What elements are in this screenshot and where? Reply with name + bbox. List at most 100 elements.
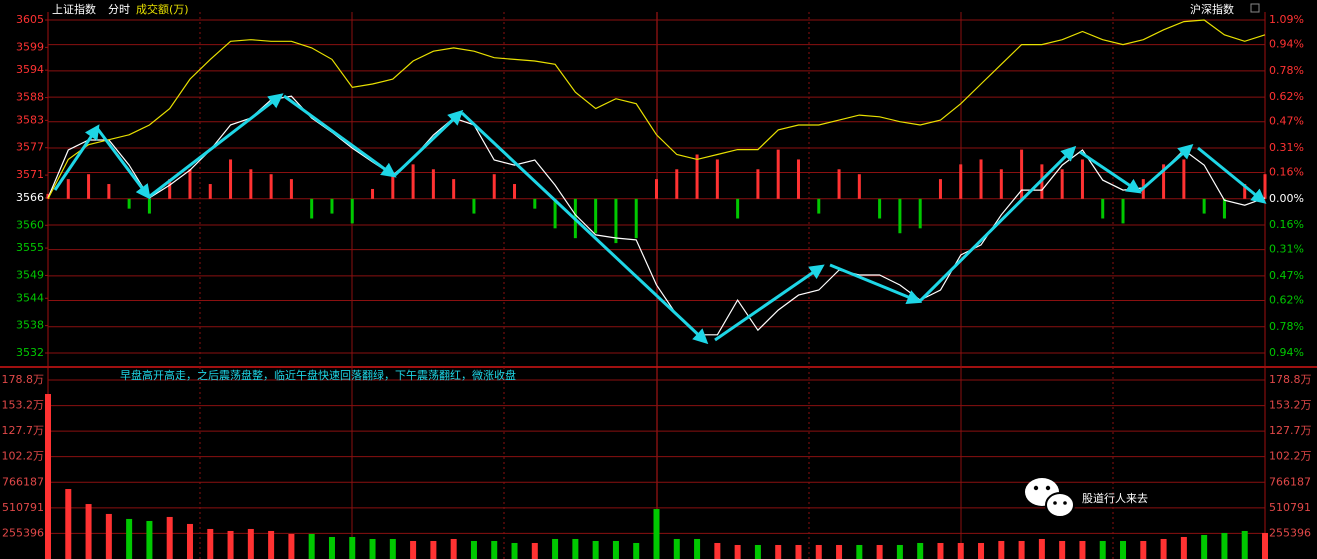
volume-bar — [1180, 536, 1187, 559]
volume-bar — [126, 518, 133, 559]
y2-tick-label: 0.16% — [1269, 166, 1304, 179]
y-tick-label-right: 102.2万 — [1269, 450, 1312, 463]
volume-bar — [450, 538, 457, 559]
watermark: 股道行人来去 — [1082, 491, 1148, 505]
indicator-bar — [46, 193, 50, 199]
indicator-bar — [330, 198, 334, 214]
y-tick-label: 3566 — [16, 191, 44, 204]
volume-bar — [491, 540, 498, 559]
y2-tick-label: 0.47% — [1269, 269, 1304, 282]
indicator-bar — [107, 184, 111, 199]
y-tick-label-right: 255396 — [1269, 526, 1311, 539]
indicator-bar — [1121, 198, 1125, 224]
y-tick-label: 3571 — [16, 168, 44, 181]
volume-bar — [1059, 540, 1066, 559]
indicator-bar — [1222, 198, 1226, 219]
y-tick-label: 178.8万 — [2, 373, 45, 386]
price-line — [47, 19, 1266, 200]
y2-tick-label: 0.62% — [1269, 90, 1304, 103]
y-tick-label: 3532 — [16, 346, 44, 359]
indicator-bar — [87, 174, 91, 199]
volume-bar — [328, 536, 335, 559]
y2-tick-label: 0.62% — [1269, 294, 1304, 307]
indicator-bar — [208, 184, 212, 199]
indicator-bar — [350, 198, 354, 224]
indicator-bar — [371, 188, 375, 199]
y-tick-label: 3538 — [16, 319, 44, 332]
y-tick-label: 766187 — [2, 475, 44, 488]
indicator-bar — [188, 169, 192, 199]
indicator-bar — [1060, 169, 1064, 199]
volume-bar — [653, 509, 660, 559]
volume-bar — [572, 538, 579, 559]
mode: 分时 — [108, 3, 130, 16]
y-tick-label: 3555 — [16, 241, 44, 254]
indicator-bar — [1243, 184, 1247, 199]
volume-bar — [978, 542, 985, 559]
indicator-bar — [66, 179, 70, 199]
volume-bar — [146, 520, 153, 559]
indicator-bar — [411, 164, 415, 199]
indicator-bar — [857, 174, 861, 199]
volume-bar — [998, 540, 1005, 559]
volume-bar — [673, 538, 680, 559]
volume-bar — [836, 544, 843, 559]
indicator-bar — [938, 179, 942, 199]
y-tick-label: 3577 — [16, 141, 44, 154]
indicator: 成交额(万) — [136, 2, 189, 16]
indicator-bar — [1162, 164, 1166, 199]
right-index: 沪深指数 — [1190, 2, 1234, 16]
trend-arrows — [53, 93, 1267, 345]
y-tick-label: 3560 — [16, 218, 44, 231]
y2-tick-label: 0.94% — [1269, 346, 1304, 359]
volume-bar — [369, 538, 376, 559]
y2-tick-label: 0.31% — [1269, 243, 1304, 256]
indicator-bar — [979, 159, 983, 199]
volume-bar — [227, 530, 234, 559]
indicator-bar — [918, 198, 922, 229]
indicator-bar — [614, 198, 618, 244]
indicator-bar — [655, 179, 658, 199]
y-tick-label: 3594 — [16, 63, 44, 76]
y2-tick-label: 0.78% — [1269, 64, 1304, 77]
volume-bar — [1099, 540, 1106, 559]
indicator-bar — [553, 198, 557, 229]
indicator-bar — [269, 174, 273, 199]
indicator-bar — [756, 169, 760, 199]
indicator-bar — [310, 198, 314, 219]
indicator-bar — [1182, 159, 1186, 199]
y-tick-label: 127.7万 — [2, 424, 45, 437]
volume-bar — [1221, 532, 1228, 559]
volume-bar — [186, 523, 193, 559]
volume-bar — [1160, 538, 1167, 559]
volume-bar — [1120, 540, 1127, 559]
y-tick-label: 3549 — [16, 268, 44, 281]
volume-bar — [85, 504, 92, 559]
annotation: 早盘高开高走，之后震荡盘整，临近午盘快速回落翻绿，下午震荡翻红，微涨收盘 — [120, 368, 516, 382]
indicator-bar — [898, 198, 902, 234]
volume-bar — [531, 542, 538, 559]
volume-bar — [349, 536, 356, 559]
indicator-bar — [1080, 159, 1084, 199]
indicator-bar — [229, 159, 233, 199]
y2-tick-label: 0.94% — [1269, 38, 1304, 51]
y2-tick-label: 0.78% — [1269, 320, 1304, 333]
indicator-bar — [452, 179, 456, 199]
indicator-bar — [878, 198, 882, 219]
volume-bar — [612, 540, 619, 559]
y2-tick-label: 0.31% — [1269, 141, 1304, 154]
volume-bar — [896, 544, 903, 559]
volume-bar — [552, 538, 559, 559]
y-tick-label: 3588 — [16, 91, 44, 104]
y-tick-label: 153.2万 — [2, 399, 45, 412]
y-tick-label: 3583 — [16, 113, 44, 126]
volume-bar — [1038, 538, 1045, 559]
volume-bar — [470, 540, 477, 559]
volume-bar — [430, 540, 437, 559]
volume-bar — [734, 544, 741, 559]
window-button[interactable] — [1250, 3, 1260, 13]
indicator-bar — [999, 169, 1003, 199]
volume-bar — [633, 542, 640, 559]
y-tick-label-right: 178.8万 — [1269, 373, 1312, 386]
volume-bar — [511, 542, 518, 559]
